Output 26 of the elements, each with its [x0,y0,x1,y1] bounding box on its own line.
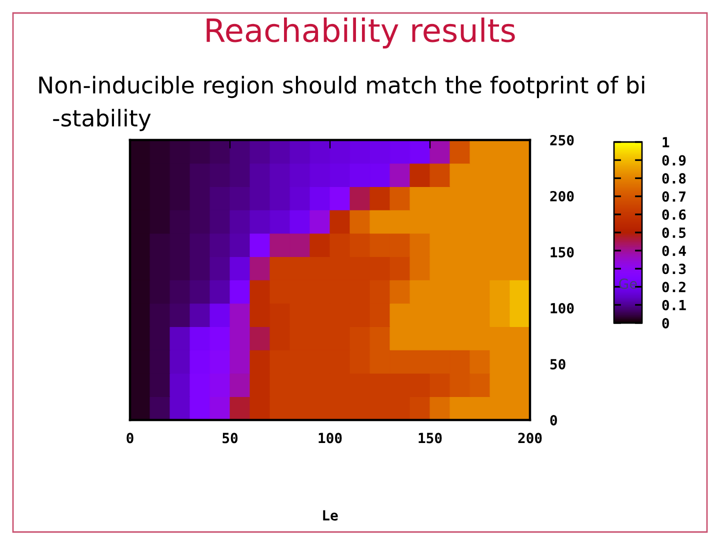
chart-title: Reachability results [206,18,515,48]
color-bar-label: 0.4 [662,246,686,256]
color-bar-label: 0.6 [662,209,686,220]
color-bar-label: 0.7 [662,191,686,202]
x-tick-label: 100 [318,432,342,444]
color-bar-label: 0.3 [662,264,686,274]
y-tick-label: 100 [550,302,574,314]
x-tick-label: 150 [418,432,442,444]
y-tick-label: 200 [550,190,574,202]
chart-subtitle: Non-inducible region should match the footprint of bi -stability [39,76,644,132]
color-bar-label: 0 [662,318,669,328]
y-tick-label: 50 [550,358,566,370]
color-bar-label: 1 [662,137,670,148]
color-bar-label: 0.9 [662,155,686,166]
x-axis-title: Le [323,510,338,521]
color-bar-label: 0.5 [662,227,686,238]
y-tick-label: 150 [550,246,574,258]
y-tick-label: 250 [550,134,574,146]
x-tick-label: 0 [126,432,134,444]
color-bar-label: 0.8 [662,173,686,184]
x-tick-label: 50 [222,432,238,444]
y-tick-label: 0 [550,414,557,426]
color-bar-label: 0.1 [662,300,686,310]
x-tick-label: 200 [518,432,542,444]
color-bar-title: Ge [619,278,637,290]
color-bar-label: 0.2 [662,282,686,292]
